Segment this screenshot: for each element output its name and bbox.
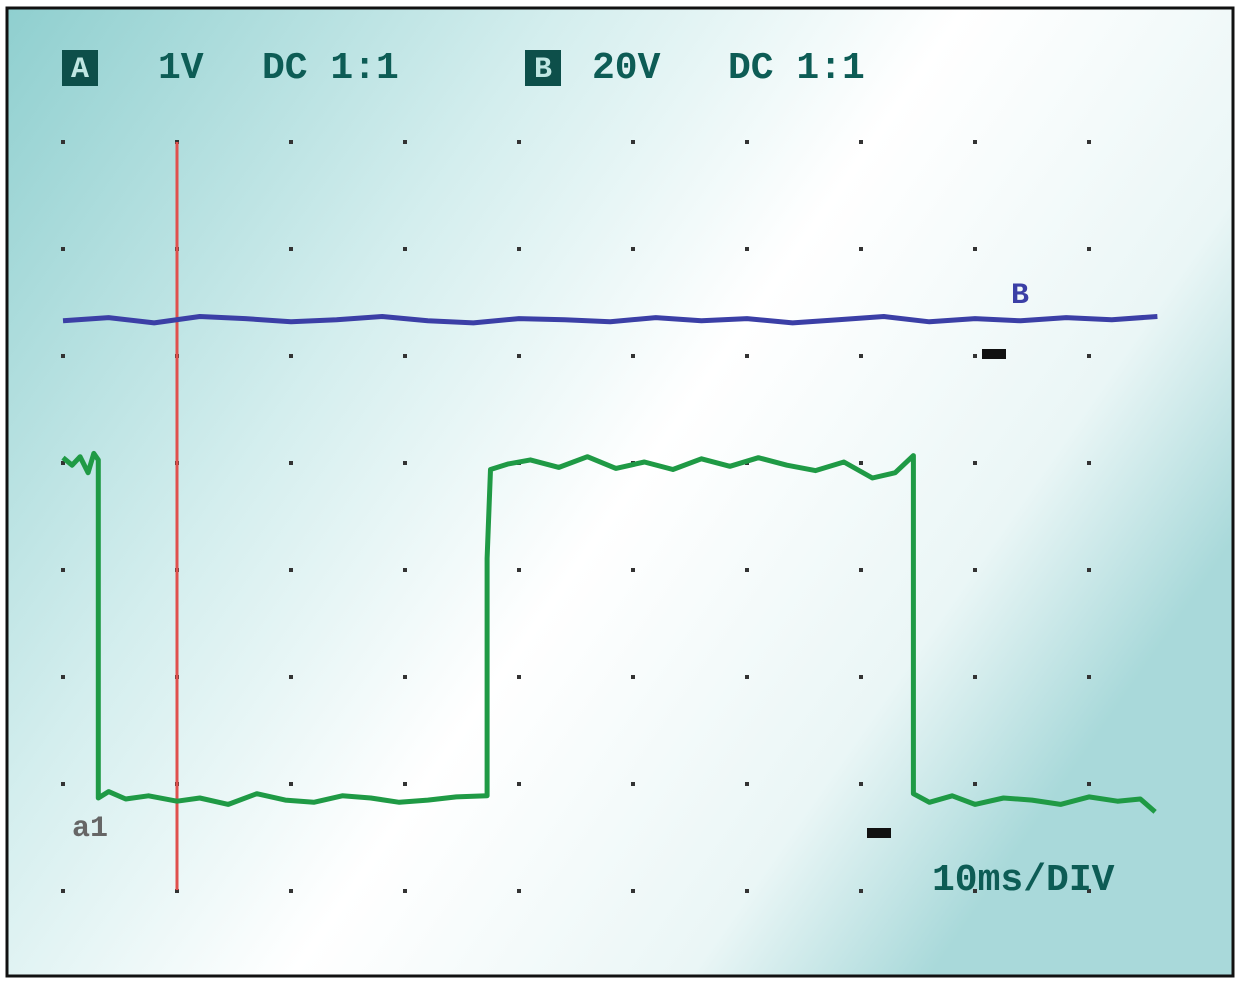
grid-dot [973,247,977,251]
b-ground-marker [982,349,1006,359]
grid-dot [289,782,293,786]
a-coupling: DC 1:1 [262,47,399,90]
trace-label-b: B [1011,279,1029,313]
grid-dot [631,675,635,679]
grid-dot [631,354,635,358]
grid-dot [403,461,407,465]
grid-dot [403,782,407,786]
grid-dot [859,889,863,893]
trace-label-a: a1 [72,812,108,846]
grid-dot [289,675,293,679]
grid-dot [1087,140,1091,144]
grid-dot [745,140,749,144]
grid-dot [289,568,293,572]
grid-dot [289,247,293,251]
grid-dot [403,568,407,572]
grid-dot [517,889,521,893]
grid-dot [517,247,521,251]
grid-dot [1087,354,1091,358]
grid-dot [61,140,65,144]
grid-dot [973,782,977,786]
grid-dot [859,354,863,358]
grid-dot [1087,461,1091,465]
grid-dot [973,140,977,144]
timebase: 10ms/DIV [932,859,1115,902]
grid-dot [1087,247,1091,251]
grid-dot [289,461,293,465]
badge-b-text: B [534,53,552,87]
grid-dot [859,461,863,465]
badge-a-text: A [71,53,89,87]
grid-dot [517,782,521,786]
grid-dot [859,140,863,144]
grid-dot [517,140,521,144]
grid-dot [517,354,521,358]
grid-dot [61,354,65,358]
grid-dot [403,889,407,893]
grid-dot [403,675,407,679]
grid-dot [403,247,407,251]
grid-dot [631,889,635,893]
grid-dot [745,568,749,572]
grid-dot [403,140,407,144]
grid-dot [61,247,65,251]
grid-dot [745,354,749,358]
grid-dot [61,568,65,572]
grid-dot [973,568,977,572]
grid-dot [745,247,749,251]
grid-dot [61,889,65,893]
grid-dot [631,782,635,786]
grid-dot [631,568,635,572]
grid-dot [859,247,863,251]
grid-dot [973,354,977,358]
grid-dot [289,354,293,358]
screen-frame [7,8,1233,976]
grid-dot [517,568,521,572]
grid-dot [973,675,977,679]
grid-dot [61,675,65,679]
grid-dot [631,247,635,251]
grid-dot [289,140,293,144]
grid-dot [517,675,521,679]
grid-dot [745,889,749,893]
scope-screen: A 1V DC 1:1 B 20V DC 1:1 10ms/DIV B a1 [0,0,1240,982]
grid-dot [745,782,749,786]
grid-dot [631,140,635,144]
grid-dot [289,889,293,893]
grid-dot [745,675,749,679]
grid-dot [859,782,863,786]
a-ground-marker [867,828,891,838]
grid-dot [403,354,407,358]
b-coupling: DC 1:1 [728,47,865,90]
b-scale: 20V [592,47,661,90]
grid-dot [973,461,977,465]
grid-dot [1087,568,1091,572]
grid-dot [859,568,863,572]
a-scale: 1V [158,47,204,90]
grid-dot [61,782,65,786]
grid-dot [1087,782,1091,786]
grid-dot [1087,675,1091,679]
grid-dot [859,675,863,679]
